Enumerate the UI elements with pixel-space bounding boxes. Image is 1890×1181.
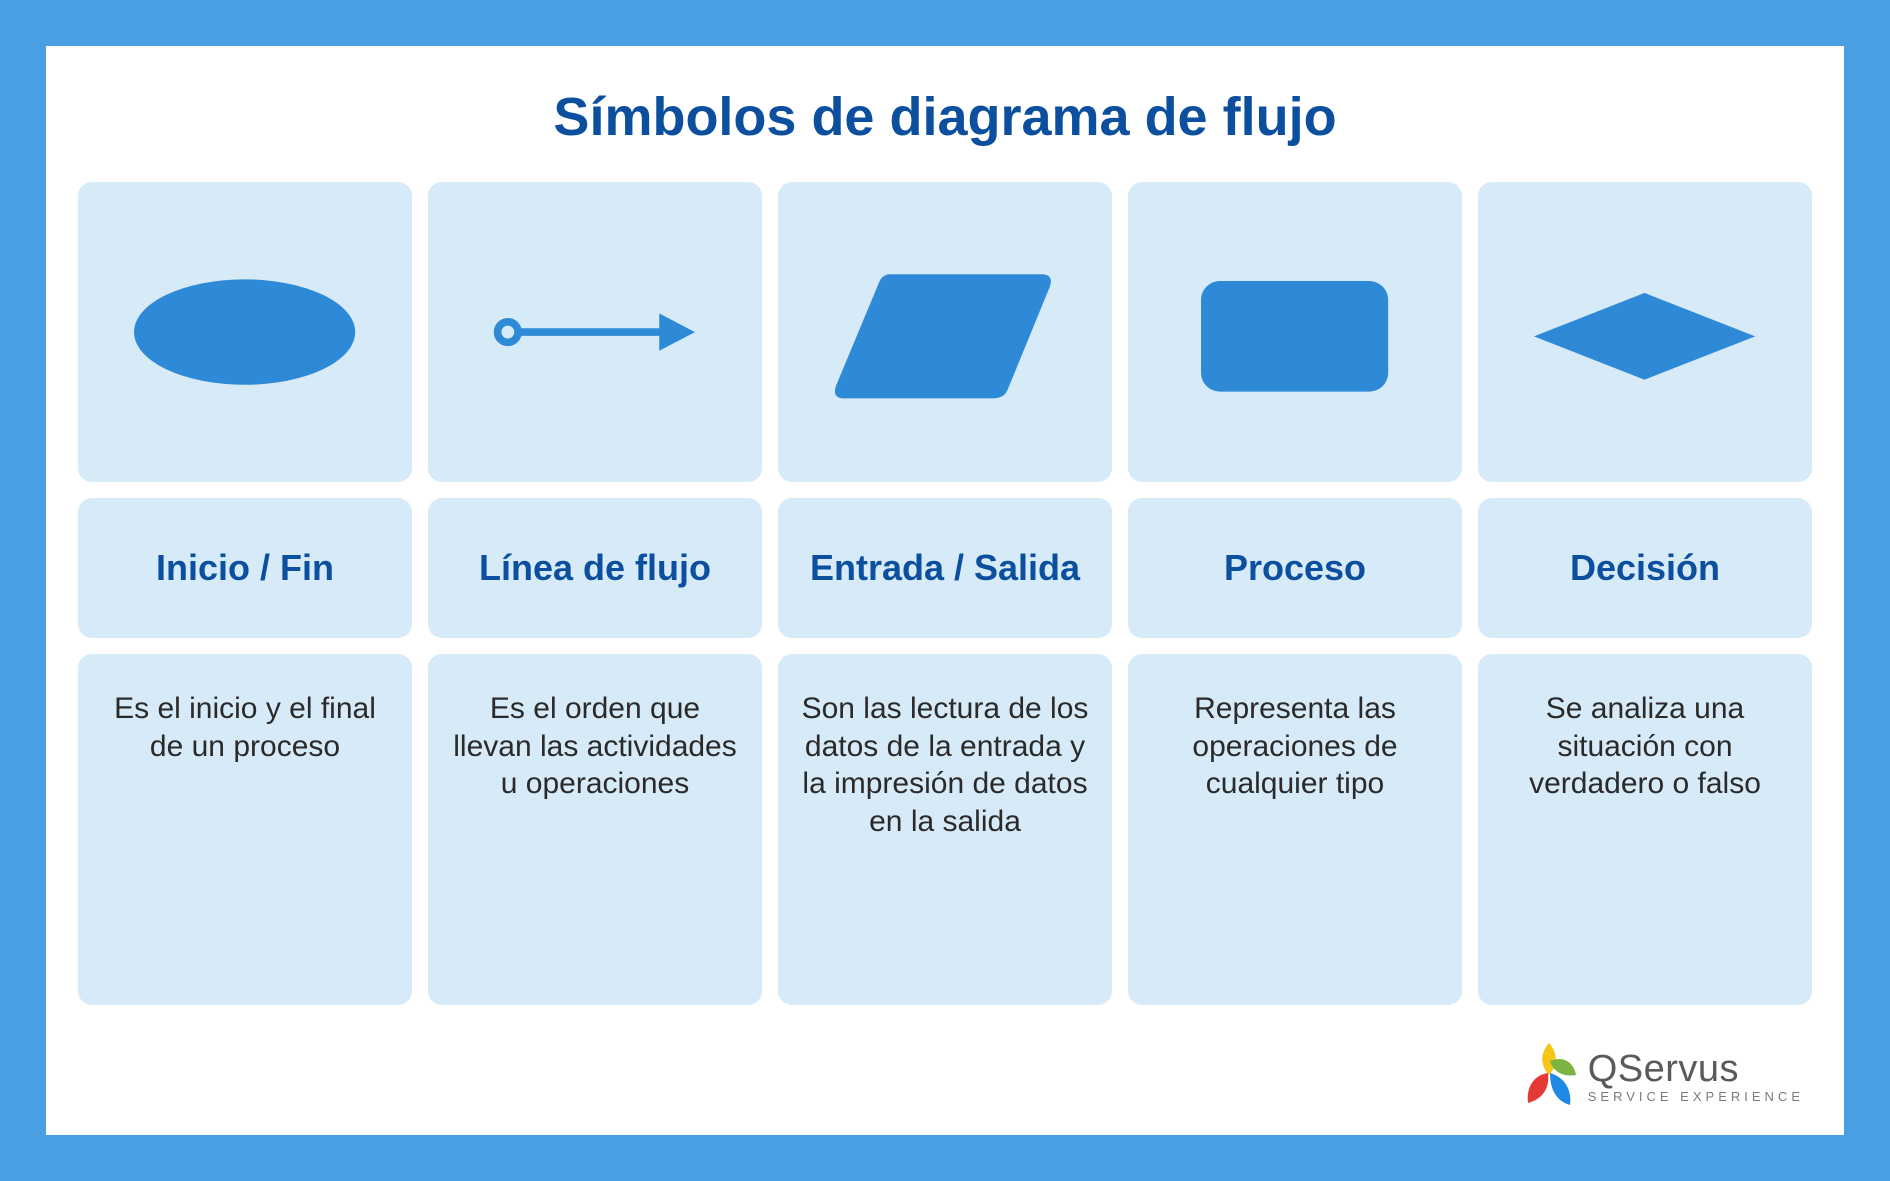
brand-logo-text: QServus SERVICE EXPERIENCE (1588, 1050, 1804, 1103)
symbol-process-name: Proceso (1128, 498, 1462, 638)
flowline-icon (467, 247, 722, 417)
decision-icon (1517, 247, 1772, 417)
symbol-io-shape (778, 182, 1112, 482)
symbol-decision-desc: Se analiza una situación con verdadero o… (1478, 654, 1812, 1005)
page-title: Símbolos de diagrama de flujo (78, 86, 1812, 148)
brand-name: QServus (1588, 1050, 1804, 1088)
symbol-process-desc: Representa las operaciones de cualquier … (1128, 654, 1462, 1005)
brand-logo: QServus SERVICE EXPERIENCE (1520, 1041, 1804, 1111)
symbol-io-desc: Son las lectura de los datos de la entra… (778, 654, 1112, 1005)
symbol-terminator-name: Inicio / Fin (78, 498, 412, 638)
content-card: Símbolos de diagrama de flujo Inicio / F… (46, 46, 1844, 1135)
symbol-flowline-name: Línea de flujo (428, 498, 762, 638)
symbol-terminator-desc: Es el inicio y el final de un proceso (78, 654, 412, 1005)
outer-frame: Símbolos de diagrama de flujo Inicio / F… (0, 0, 1890, 1181)
symbol-decision-shape (1478, 182, 1812, 482)
symbol-terminator-shape (78, 182, 412, 482)
io-icon (817, 247, 1072, 417)
symbol-decision-name: Decisión (1478, 498, 1812, 638)
symbol-flowline-desc: Es el orden que llevan las actividades u… (428, 654, 762, 1005)
symbol-io-name: Entrada / Salida (778, 498, 1112, 638)
symbol-flowline-shape (428, 182, 762, 482)
terminator-icon (117, 247, 372, 417)
brand-tagline: SERVICE EXPERIENCE (1588, 1090, 1804, 1103)
qservus-leaf-icon (1520, 1041, 1578, 1111)
symbol-grid: Inicio / FinLínea de flujoEntrada / Sali… (78, 182, 1812, 1005)
process-icon (1167, 247, 1422, 417)
symbol-process-shape (1128, 182, 1462, 482)
